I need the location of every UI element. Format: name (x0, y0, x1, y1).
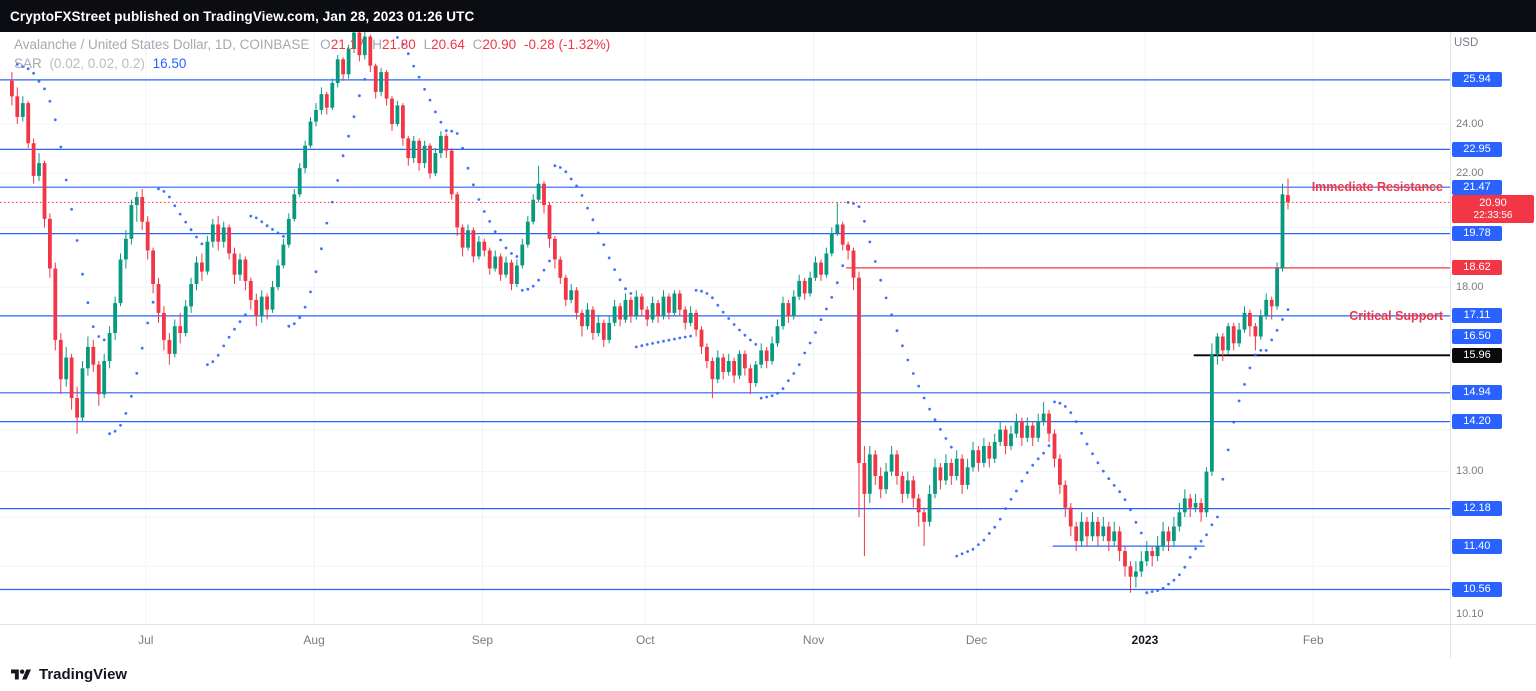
grid-lines (0, 32, 1450, 625)
axis-price-label-21.47: 21.47 (1452, 179, 1502, 195)
axis-price-label-19.78: 19.78 (1452, 226, 1502, 242)
annotations[interactable]: Immediate Resistance Critical Support (1312, 180, 1444, 323)
published-banner-text: CryptoFXStreet published on TradingView.… (10, 8, 475, 24)
x-axis-label-Nov: Nov (803, 633, 824, 647)
ohlc-change-value: -0.28 (-1.32%) (523, 37, 611, 52)
axis-price-label-13.00: 13.00 (1456, 465, 1484, 478)
annotation-immediate-resistance[interactable]: Immediate Resistance (1312, 180, 1443, 194)
axis-price-label-17.11: 17.11 (1452, 308, 1502, 324)
ohlc-open-value: 21.17 (330, 37, 365, 52)
ohlc-close-value: 20.90 (482, 37, 517, 52)
x-axis-label-Aug: Aug (303, 633, 324, 647)
price-chart[interactable]: Jul Aug Sep Oct Nov Dec 2023 Feb Immediate Resis… (0, 32, 1536, 658)
ohlc-high-value: 21.80 (382, 37, 416, 52)
indicator-name: SAR (14, 56, 42, 71)
published-banner: CryptoFXStreet published on TradingView.… (0, 0, 1536, 32)
symbol-title[interactable]: Avalanche / United States Dollar, 1D, CO… (14, 37, 310, 52)
ohlc-low-value: 20.64 (431, 37, 465, 52)
ohlc-high-label: H (372, 37, 382, 52)
ohlc-close-label: C (472, 37, 483, 52)
axis-price-label-22.95: 22.95 (1452, 141, 1502, 157)
axis-price-label-11.40: 11.40 (1452, 538, 1502, 554)
x-axis-label-Oct: Oct (636, 633, 655, 647)
legend-indicator-row[interactable]: SAR (0.02, 0.02, 0.2) 16.50 (14, 54, 610, 73)
chart-area[interactable]: Jul Aug Sep Oct Nov Dec 2023 Feb Immediate Resis… (0, 32, 1536, 658)
legend-symbol-row[interactable]: Avalanche / United States Dollar, 1D, CO… (14, 35, 610, 54)
price-axis[interactable]: USD 25.94 24.00 22.95 22.00 21.47 19.78 18.62 1… (1450, 32, 1536, 658)
indicator-params: (0.02, 0.02, 0.2) (49, 56, 145, 71)
x-axis-label-2023: 2023 (1132, 633, 1159, 647)
current-price-badge: 20.90 22:33:56 (1452, 194, 1534, 223)
x-axis-label-Sep: Sep (472, 633, 494, 647)
tradingview-logo-icon[interactable] (11, 667, 31, 683)
axis-price-label-25.94: 25.94 (1452, 72, 1502, 88)
annotation-critical-support[interactable]: Critical Support (1349, 309, 1444, 323)
axis-price-label-10.10: 10.10 (1456, 608, 1484, 621)
axis-price-label-10.56: 10.56 (1452, 582, 1502, 597)
bar-countdown-timer: 22:33:56 (1473, 209, 1513, 221)
axis-price-label-14.20: 14.20 (1452, 414, 1502, 430)
tradingview-wordmark[interactable]: TradingView (39, 666, 128, 683)
axis-price-label-16.50: 16.50 (1452, 329, 1502, 344)
current-price-value: 20.90 (1479, 196, 1507, 209)
axis-price-label-18.62: 18.62 (1452, 260, 1502, 276)
axis-price-label-15.96: 15.96 (1452, 347, 1502, 363)
footer-bar: TradingView (0, 658, 1536, 691)
axis-price-label-12.18: 12.18 (1452, 501, 1502, 517)
ohlc-low-label: L (423, 37, 432, 52)
axis-price-label-22.00: 22.00 (1456, 166, 1484, 179)
axis-price-label-18.00: 18.00 (1456, 280, 1484, 293)
x-axis-label-Dec: Dec (966, 633, 987, 647)
axis-price-label-24.00: 24.00 (1456, 117, 1484, 130)
indicator-value: 16.50 (152, 56, 187, 71)
ohlc-open-label: O (320, 37, 331, 52)
x-axis-label-Feb: Feb (1303, 633, 1324, 647)
currency-label: USD (1454, 37, 1479, 49)
level-lines[interactable] (0, 79, 1450, 591)
time-axis[interactable]: Jul Aug Sep Oct Nov Dec 2023 Feb (138, 633, 1324, 647)
chart-legend[interactable]: Avalanche / United States Dollar, 1D, CO… (14, 35, 610, 73)
candles (10, 32, 1290, 593)
axis-price-label-14.94: 14.94 (1452, 385, 1502, 401)
sar-dots (15, 36, 1290, 595)
x-axis-label-Jul: Jul (138, 633, 153, 647)
